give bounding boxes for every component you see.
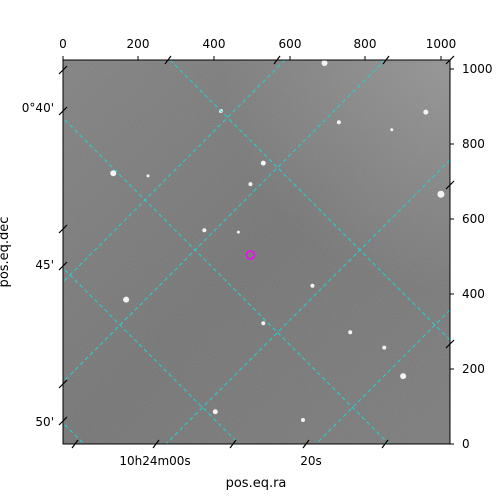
star (336, 120, 341, 125)
x-axis-label: pos.eq.ra (226, 476, 287, 491)
star (123, 296, 130, 303)
coordinate-grid (63, 60, 450, 444)
ra-tick-label: 10h24m00s (119, 454, 190, 468)
star (382, 345, 387, 350)
star (310, 283, 315, 288)
star (437, 190, 445, 198)
dec-tick-label: 50' (35, 415, 54, 429)
top-tick-label: 1000 (426, 37, 457, 51)
top-tick-label: 200 (127, 37, 150, 51)
sky-image (63, 60, 450, 444)
right-tick-label: 200 (462, 362, 485, 376)
right-tick-label: 600 (462, 212, 485, 226)
grid-line (63, 422, 85, 444)
star (248, 182, 253, 187)
star (261, 321, 266, 326)
y-axis-label: pos.eq.dec (0, 217, 12, 288)
world-ticks (58, 55, 455, 449)
top-tick-label: 400 (203, 37, 226, 51)
dec-tick-label: 0°40' (22, 101, 54, 115)
grid-line (63, 267, 240, 444)
ra-tick-label-text: 10h24m00s (119, 454, 190, 468)
dec-tick-label: 45' (35, 258, 54, 272)
star (348, 330, 353, 335)
star (321, 60, 328, 66)
top-tick-label: 600 (279, 37, 302, 51)
top-axis (62, 56, 442, 60)
top-tick-label: 800 (354, 37, 377, 51)
star-field (110, 60, 445, 422)
star (300, 418, 305, 422)
grid-line (315, 309, 450, 444)
right-tick-label: 800 (462, 137, 485, 151)
right-tick-label: 0 (462, 437, 470, 451)
right-axis (450, 68, 454, 445)
grid-line (63, 60, 286, 283)
grid-line (63, 117, 390, 444)
grid-line (165, 159, 450, 444)
star (390, 128, 394, 132)
star (202, 228, 207, 233)
ra-tick-label: 20s (300, 454, 322, 468)
star (110, 170, 117, 177)
top-tick-label: 0 (59, 37, 67, 51)
star (423, 109, 429, 115)
star (212, 409, 218, 415)
star (260, 160, 266, 166)
grid-line (63, 60, 386, 383)
star (400, 373, 407, 380)
target-marker (245, 250, 256, 260)
star (236, 230, 240, 234)
star (146, 174, 150, 178)
plot-frame (62, 59, 451, 445)
right-tick-label: 1000 (462, 62, 493, 76)
right-tick-label: 400 (462, 287, 485, 301)
